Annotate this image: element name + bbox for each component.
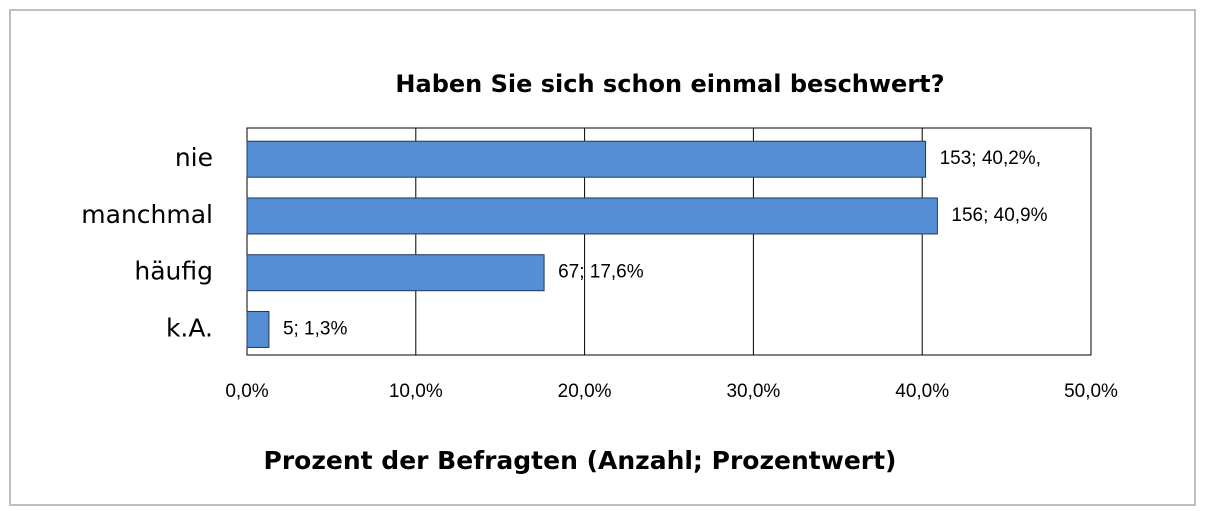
x-tick-label: 10,0%	[389, 381, 443, 402]
value-label: 67; 17,6%	[558, 262, 644, 283]
bar	[246, 197, 938, 235]
x-tick-label: 30,0%	[726, 381, 780, 402]
value-label: 156; 40,9%	[951, 205, 1047, 226]
x-tick-label: 50,0%	[1064, 381, 1118, 402]
y-tick-label: manchmal	[81, 200, 213, 229]
x-tick-label: 20,0%	[558, 381, 612, 402]
value-label: 5; 1,3%	[283, 318, 348, 339]
x-axis-label: Prozent der Befragten (Anzahl; Prozentwe…	[264, 446, 897, 475]
x-tick-label: 0,0%	[225, 381, 268, 402]
y-tick-label: k.A.	[166, 313, 213, 342]
bar	[246, 310, 270, 348]
chart-title: Haben Sie sich schon einmal beschwert?	[395, 70, 944, 98]
value-label: 153; 40,2%,	[940, 148, 1041, 169]
y-tick-label: häufig	[134, 257, 213, 286]
bar	[246, 140, 927, 178]
y-tick-label: nie	[175, 143, 213, 172]
x-tick-label: 40,0%	[895, 381, 949, 402]
bar	[246, 254, 545, 292]
